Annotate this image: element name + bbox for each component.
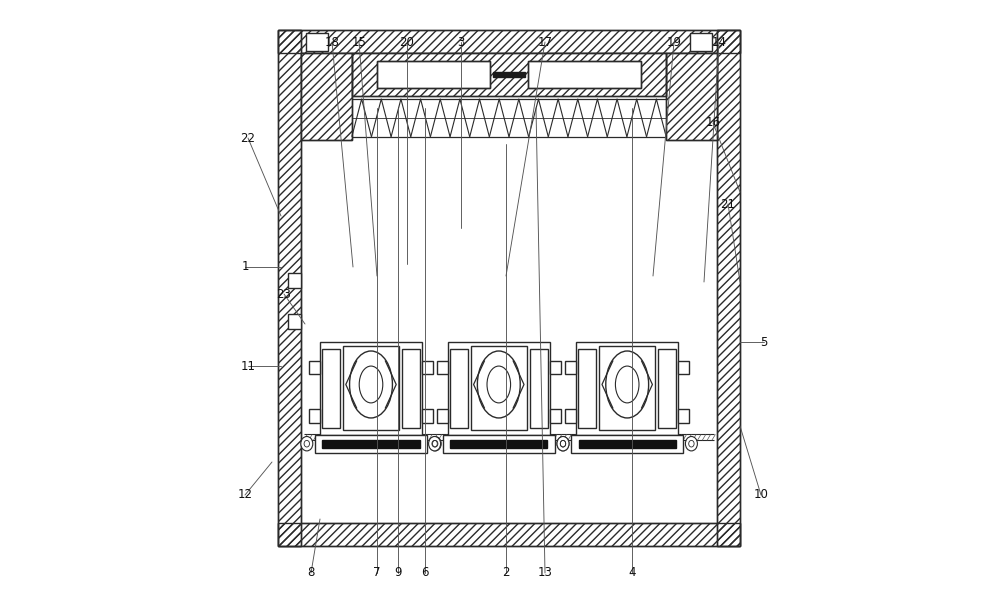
Ellipse shape	[615, 366, 639, 403]
Bar	[678, 361, 689, 374]
Bar	[301, 53, 352, 140]
Text: 14: 14	[712, 35, 726, 49]
Bar	[717, 30, 740, 546]
Text: 1: 1	[241, 260, 249, 274]
Bar	[450, 349, 468, 428]
Text: 22: 22	[240, 131, 256, 145]
Text: 17: 17	[538, 35, 552, 49]
Bar	[471, 346, 527, 430]
Bar	[309, 361, 320, 374]
Bar	[309, 409, 320, 422]
Text: 13: 13	[538, 566, 552, 580]
Bar	[666, 53, 717, 140]
Bar	[315, 434, 427, 452]
Bar	[576, 341, 678, 434]
Bar	[690, 34, 712, 52]
Text: 12: 12	[238, 488, 252, 502]
Text: 10: 10	[754, 488, 768, 502]
Bar	[571, 434, 683, 452]
Bar	[278, 30, 301, 546]
Ellipse shape	[429, 437, 441, 451]
Text: 18: 18	[325, 35, 339, 49]
Bar	[288, 314, 301, 329]
Bar	[599, 346, 655, 430]
Bar	[579, 440, 676, 448]
Text: 20: 20	[400, 35, 414, 49]
Bar	[528, 61, 641, 88]
Bar	[493, 72, 525, 77]
Text: 4: 4	[628, 566, 636, 580]
Bar	[437, 409, 448, 422]
Bar	[320, 341, 422, 434]
Bar	[450, 440, 547, 448]
Bar	[550, 361, 561, 374]
Bar	[565, 361, 576, 374]
Bar	[322, 440, 420, 448]
Text: 23: 23	[277, 287, 291, 301]
Bar	[278, 523, 740, 546]
Bar	[322, 349, 340, 428]
Bar	[658, 349, 676, 428]
Ellipse shape	[685, 437, 697, 451]
Bar	[437, 361, 448, 374]
Text: 5: 5	[760, 335, 768, 349]
Text: 11: 11	[240, 359, 256, 373]
Text: 21: 21	[720, 197, 736, 211]
Text: 7: 7	[373, 566, 381, 580]
Bar	[288, 273, 301, 288]
Bar	[678, 409, 689, 422]
Bar	[352, 53, 666, 96]
Text: 15: 15	[352, 35, 366, 49]
Text: 16: 16	[706, 116, 720, 130]
Bar	[343, 346, 399, 430]
Ellipse shape	[487, 366, 511, 403]
Bar	[301, 53, 717, 523]
Bar	[422, 361, 433, 374]
Bar	[530, 349, 548, 428]
Text: 9: 9	[394, 566, 402, 580]
Bar	[306, 34, 328, 52]
Bar	[717, 30, 740, 546]
Text: 8: 8	[307, 566, 315, 580]
Bar	[377, 61, 490, 88]
Bar	[278, 30, 740, 53]
Bar	[443, 434, 555, 452]
Text: 6: 6	[421, 566, 429, 580]
Bar	[278, 30, 740, 53]
Bar	[565, 409, 576, 422]
Bar	[448, 341, 550, 434]
Bar	[578, 349, 596, 428]
Ellipse shape	[301, 437, 313, 451]
Bar	[352, 53, 666, 96]
Bar	[402, 349, 420, 428]
Bar	[422, 409, 433, 422]
Ellipse shape	[429, 437, 441, 451]
Ellipse shape	[606, 351, 649, 418]
Bar	[278, 30, 301, 546]
Bar	[278, 523, 740, 546]
Bar	[301, 53, 352, 140]
Ellipse shape	[350, 351, 392, 418]
Ellipse shape	[359, 366, 383, 403]
Text: 3: 3	[457, 35, 465, 49]
Ellipse shape	[557, 437, 569, 451]
Text: 19: 19	[666, 35, 682, 49]
Bar	[666, 53, 717, 140]
Text: 2: 2	[502, 566, 510, 580]
Ellipse shape	[477, 351, 520, 418]
Bar	[550, 409, 561, 422]
Ellipse shape	[557, 437, 569, 451]
